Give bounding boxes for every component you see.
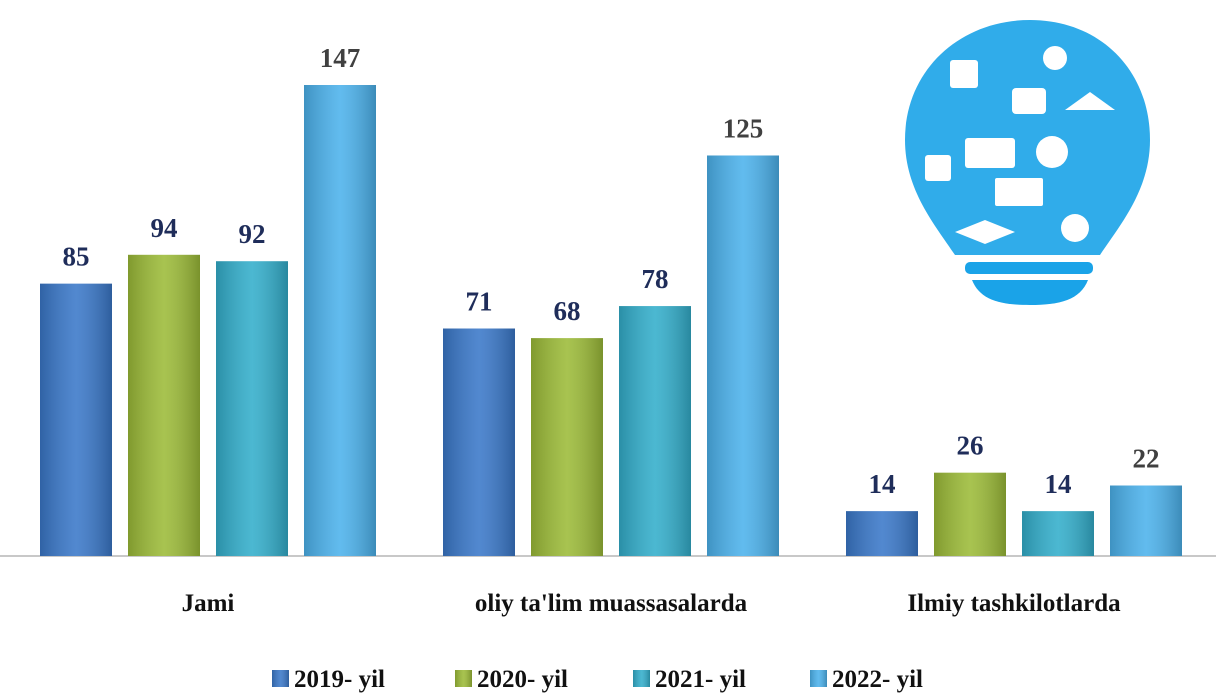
bar-shade [1022, 511, 1094, 556]
bar-shade [216, 261, 288, 556]
value-label: 78 [642, 264, 669, 294]
legend-label: 2021- yil [655, 666, 746, 693]
bar-shade [934, 473, 1006, 556]
value-label: 14 [869, 469, 896, 499]
legend-label: 2019- yil [294, 666, 385, 693]
legend-swatch-shade [810, 670, 827, 687]
x-tick-label: oliy ta'lim muassasalarda [475, 590, 748, 617]
legend-swatch-shade [455, 670, 472, 687]
bar-shade [531, 338, 603, 556]
value-label: 71 [466, 287, 493, 317]
value-label: 94 [151, 213, 178, 243]
value-label: 125 [723, 113, 764, 143]
value-label: 147 [320, 43, 361, 73]
value-label: 22 [1133, 444, 1160, 474]
value-label: 14 [1045, 469, 1072, 499]
lightbulb-icon [905, 20, 1150, 305]
legend-swatch-shade [633, 670, 650, 687]
legend-swatch-shade [272, 670, 289, 687]
x-tick-label: Jami [182, 590, 235, 617]
chart: Jami 85 94 92 147 oliy ta'lim muassasalarda 71… [0, 0, 1216, 697]
value-label: 26 [957, 431, 984, 461]
bar-shade [1110, 486, 1182, 556]
value-label: 68 [554, 296, 581, 326]
bar-shade [619, 306, 691, 556]
bar-shade [128, 255, 200, 556]
bar-shade [443, 329, 515, 556]
x-tick-label: Ilmiy tashkilotlarda [907, 590, 1121, 617]
bar-shade [707, 155, 779, 556]
legend-label: 2022- yil [832, 666, 923, 693]
bar-shade [304, 85, 376, 556]
value-label: 92 [239, 219, 266, 249]
value-label: 85 [63, 242, 90, 272]
legend-label: 2020- yil [477, 666, 568, 693]
bar-shade [846, 511, 918, 556]
bar-shade [40, 284, 112, 556]
